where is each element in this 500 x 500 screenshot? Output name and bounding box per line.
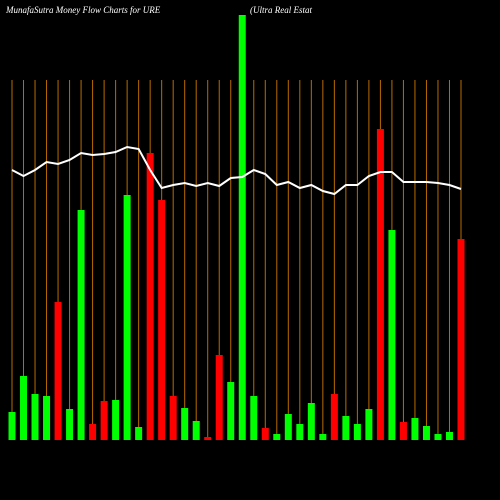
bar bbox=[273, 434, 281, 440]
chart-subtitle: (Ultra Real Estat bbox=[250, 5, 312, 15]
bar bbox=[89, 424, 97, 440]
bar bbox=[31, 394, 39, 440]
bar bbox=[307, 403, 315, 440]
bar bbox=[238, 15, 246, 440]
bar bbox=[43, 396, 51, 440]
bar bbox=[158, 200, 166, 440]
bar bbox=[319, 434, 327, 440]
bar bbox=[192, 421, 200, 440]
bar bbox=[411, 418, 419, 440]
bar bbox=[169, 396, 177, 440]
chart-title: MunafaSutra Money Flow Charts for URE bbox=[5, 5, 161, 15]
bar bbox=[330, 394, 338, 440]
bar bbox=[123, 195, 131, 440]
bar bbox=[422, 426, 430, 440]
bar bbox=[365, 409, 373, 440]
bar bbox=[261, 428, 269, 440]
bar bbox=[296, 424, 304, 440]
bar bbox=[227, 382, 235, 440]
bar bbox=[204, 437, 212, 440]
bar bbox=[445, 432, 453, 440]
bar bbox=[388, 230, 396, 440]
bar bbox=[434, 434, 442, 440]
bar bbox=[284, 414, 292, 440]
bar bbox=[135, 427, 143, 440]
bar bbox=[146, 153, 154, 440]
price-line bbox=[11, 145, 462, 196]
bar bbox=[181, 408, 189, 440]
bar bbox=[376, 129, 384, 440]
bar bbox=[66, 409, 74, 440]
bar bbox=[215, 355, 223, 440]
bar bbox=[77, 210, 85, 440]
bar bbox=[54, 302, 62, 440]
bar bbox=[250, 396, 258, 440]
bar bbox=[457, 239, 465, 440]
bar bbox=[8, 412, 16, 440]
bar bbox=[20, 376, 28, 440]
bar bbox=[100, 401, 108, 440]
bar bbox=[342, 416, 350, 440]
bar bbox=[353, 424, 361, 440]
bar bbox=[399, 422, 407, 440]
bar bbox=[112, 400, 120, 440]
